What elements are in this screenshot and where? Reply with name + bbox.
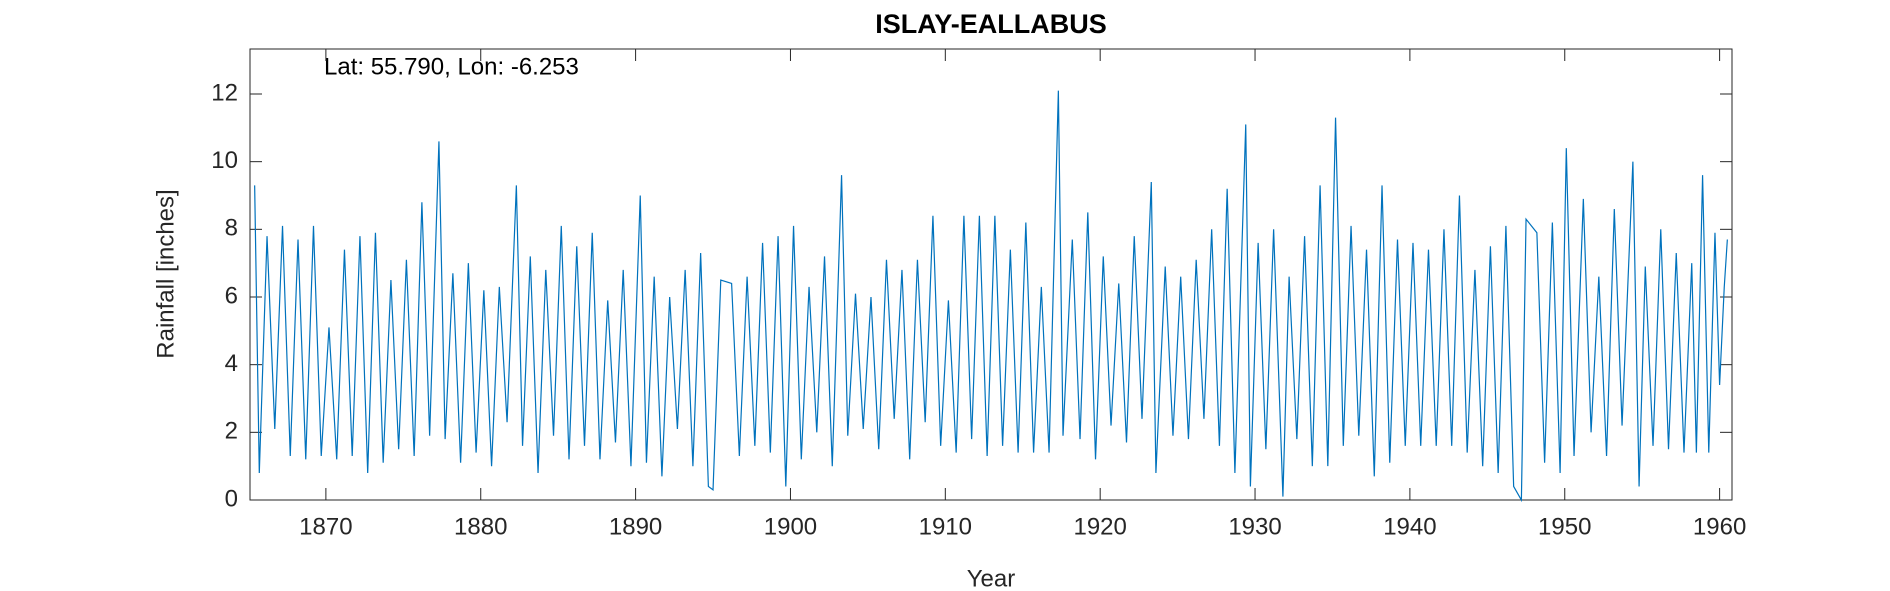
x-tick-label: 1930 [1228,513,1281,540]
y-tick-label: 0 [225,485,238,512]
x-tick-label: 1940 [1383,513,1436,540]
x-tick-label: 1880 [454,513,507,540]
y-tick-label: 12 [211,79,238,106]
x-tick-label: 1920 [1073,513,1126,540]
chart-title: ISLAY-EALLABUS [875,9,1107,39]
y-tick-label: 8 [225,215,238,242]
x-tick-label: 1890 [609,513,662,540]
axes-box [249,48,1733,501]
x-tick-label: 1960 [1693,513,1746,540]
y-tick-label: 2 [225,418,238,445]
y-tick-label: 6 [225,282,238,309]
x-axis-label: Year [967,565,1016,591]
rainfall-line [254,90,1728,503]
y-tick-label: 10 [211,147,238,174]
x-tick-label: 1900 [764,513,817,540]
x-tick-label: 1950 [1538,513,1591,540]
y-axis-label: Rainfall [inches] [152,189,179,358]
y-tick-label: 4 [225,350,238,377]
x-tick-label: 1910 [919,513,972,540]
annotation: Lat: 55.790, Lon: -6.253 [324,53,579,80]
x-tick-label: 1870 [299,513,352,540]
